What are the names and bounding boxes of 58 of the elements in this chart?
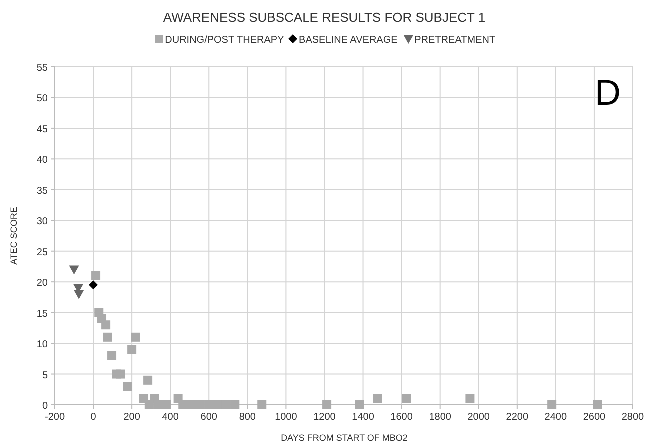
- x-tick-label: 200: [124, 412, 141, 423]
- point: [69, 266, 80, 275]
- x-tick-label: 800: [239, 412, 256, 423]
- x-tick-label: 1000: [275, 412, 298, 423]
- point: [466, 394, 475, 404]
- y-tick-label: 25: [36, 247, 48, 258]
- point: [103, 332, 112, 342]
- x-tick-label: 1200: [314, 412, 336, 423]
- point: [144, 376, 153, 385]
- x-axis-title: DAYS FROM START OF MBO2: [281, 433, 408, 443]
- y-tick-label: 10: [36, 340, 48, 351]
- y-tick-label: 15: [36, 308, 48, 320]
- point: [402, 394, 412, 404]
- point: [230, 400, 240, 410]
- x-tick-label: 2800: [622, 412, 645, 423]
- point: [355, 400, 364, 410]
- annotation: D: [595, 72, 621, 113]
- point: [116, 370, 126, 379]
- x-tick-label: 1800: [429, 412, 452, 423]
- x-tick-label: -200: [44, 412, 66, 423]
- x-tick-label: 1400: [352, 412, 375, 423]
- legend-label: DURING/POST THERAPY: [165, 35, 285, 46]
- y-tick-label: 50: [36, 94, 48, 105]
- point: [74, 290, 84, 300]
- point: [162, 400, 172, 410]
- y-tick-label: 45: [36, 124, 48, 136]
- x-tick-label: 2400: [544, 412, 568, 423]
- point: [178, 400, 188, 410]
- point: [102, 320, 111, 330]
- y-tick-label: 40: [36, 155, 48, 166]
- point: [593, 400, 602, 410]
- y-tick-label: 5: [42, 370, 48, 382]
- point: [322, 400, 332, 410]
- x-tick-label: 400: [162, 412, 180, 423]
- point: [131, 332, 140, 342]
- point: [123, 382, 132, 392]
- x-tick-label: 2600: [583, 412, 606, 423]
- y-tick-label: 20: [36, 278, 48, 290]
- point: [548, 400, 557, 410]
- point: [92, 271, 101, 280]
- x-tick-label: 2000: [468, 412, 490, 423]
- x-tick-label: 2200: [506, 412, 529, 423]
- x-tick-label: 0: [90, 412, 97, 423]
- y-tick-label: 30: [36, 216, 48, 228]
- y-tick-label: 55: [36, 63, 48, 74]
- x-tick-label: 1600: [390, 412, 414, 423]
- point: [373, 394, 382, 404]
- legend-label: PRETREATMENT: [414, 35, 496, 46]
- x-tick-label: 600: [200, 412, 218, 423]
- y-tick-label: 35: [36, 186, 48, 197]
- point: [89, 280, 98, 290]
- chart-title: AWARENESS SUBSCALE RESULTS FOR SUBJECT 1: [163, 10, 486, 25]
- y-axis-title: ATEC SCORE: [9, 207, 19, 265]
- y-tick-label: 0: [42, 401, 48, 412]
- point: [108, 351, 117, 360]
- point: [258, 400, 267, 410]
- point: [128, 345, 137, 354]
- legend-label: BASELINE AVERAGE: [299, 35, 398, 46]
